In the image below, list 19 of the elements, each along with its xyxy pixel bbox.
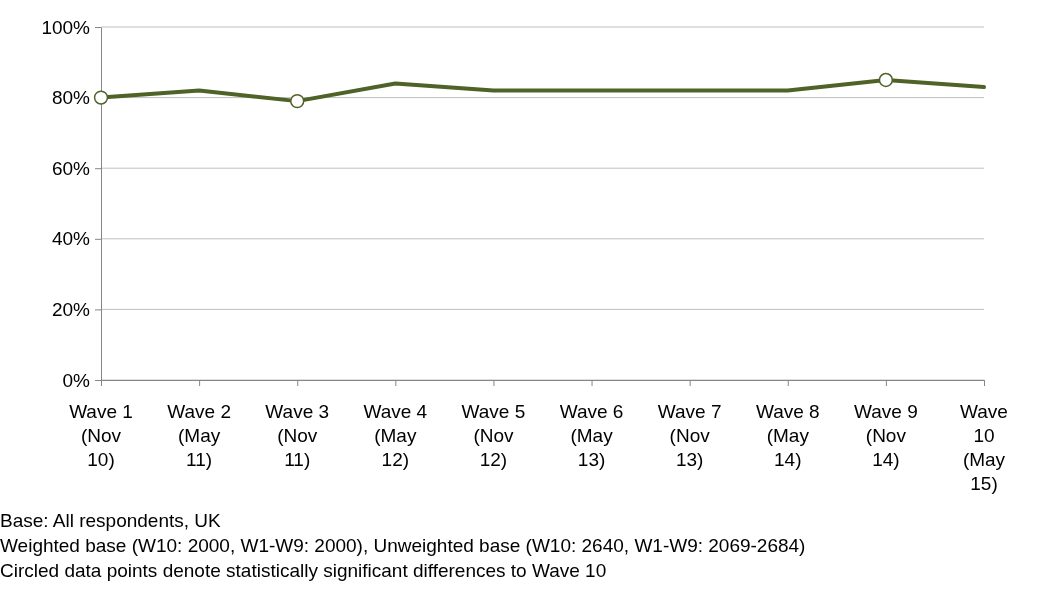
x-tick-label: Wave 6 (May 13) — [559, 401, 624, 470]
x-tick-label: Wave 5 (Nov 12) — [461, 401, 526, 470]
x-tick-label: Wave 4 (May 12) — [363, 401, 428, 470]
y-tick-label: 60% — [51, 157, 91, 179]
x-tick-label: Wave 10 (May 15) — [960, 401, 1008, 494]
text: Circled data points denote statistically significant differences to Wave 10 — [0, 560, 607, 581]
y-tick-label: 100% — [41, 16, 91, 38]
x-tick-label: Wave 7 (Nov 13) — [657, 401, 722, 470]
x-tick-label: Wave 3 (Nov 11) — [265, 401, 330, 470]
y-tick-label: 80% — [51, 87, 91, 109]
y-tick-label: 20% — [51, 298, 91, 320]
x-tick-label: Wave 8 (May 14) — [755, 401, 820, 470]
y-tick-label: 40% — [51, 228, 91, 250]
text: Base: All respondents, UK — [0, 510, 222, 531]
x-tick-label: Wave 9 (Nov 14) — [854, 401, 918, 470]
y-tick-label: 0% — [62, 369, 91, 391]
x-tick-label: Wave 2 (May 11) — [167, 401, 231, 470]
x-tick-label: Wave 1 (Nov 10) — [69, 401, 133, 470]
text: Weighted base (W10: 2000, W1-W9: 2000), Unweighted base (W10: 2640, W1-W9: 2069-2684) — [0, 535, 806, 556]
